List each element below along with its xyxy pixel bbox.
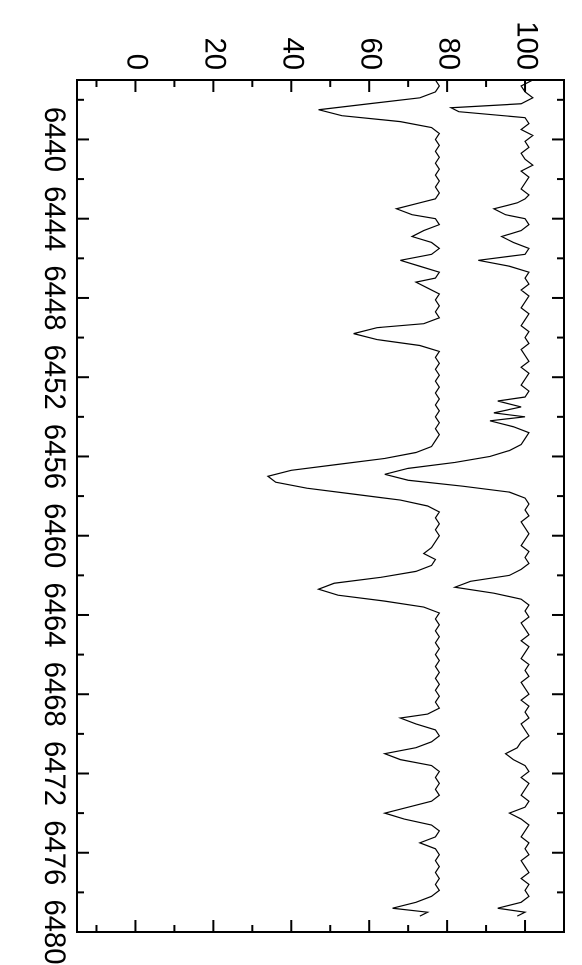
y-tick-label: 80 [432,37,464,70]
x-tick-label: 6440 [38,107,70,172]
x-tick-label: 6460 [38,503,70,568]
x-tick-label: 6448 [38,265,70,330]
x-tick-label: 6468 [38,662,70,727]
x-tick-label: 6476 [38,820,70,885]
x-tick-label: 6472 [38,741,70,806]
x-tick-label: 6444 [38,186,70,251]
x-tick-label: 6452 [38,345,70,410]
upper-trace [385,80,533,916]
x-tick-label: 6456 [38,424,70,489]
y-tick-label: 60 [354,37,386,70]
y-tick-label: 40 [277,37,309,70]
lower-trace [268,80,439,916]
y-tick-label: 100 [510,21,542,70]
x-tick-label: 6464 [38,582,70,647]
y-tick-label: 0 [121,54,153,70]
y-tick-label: 20 [199,37,231,70]
x-tick-label: 6480 [38,899,70,964]
spectrum-chart: 6440 6444 6448 6452 6456 6460 6464 6468 6472 6476… [0,0,582,965]
